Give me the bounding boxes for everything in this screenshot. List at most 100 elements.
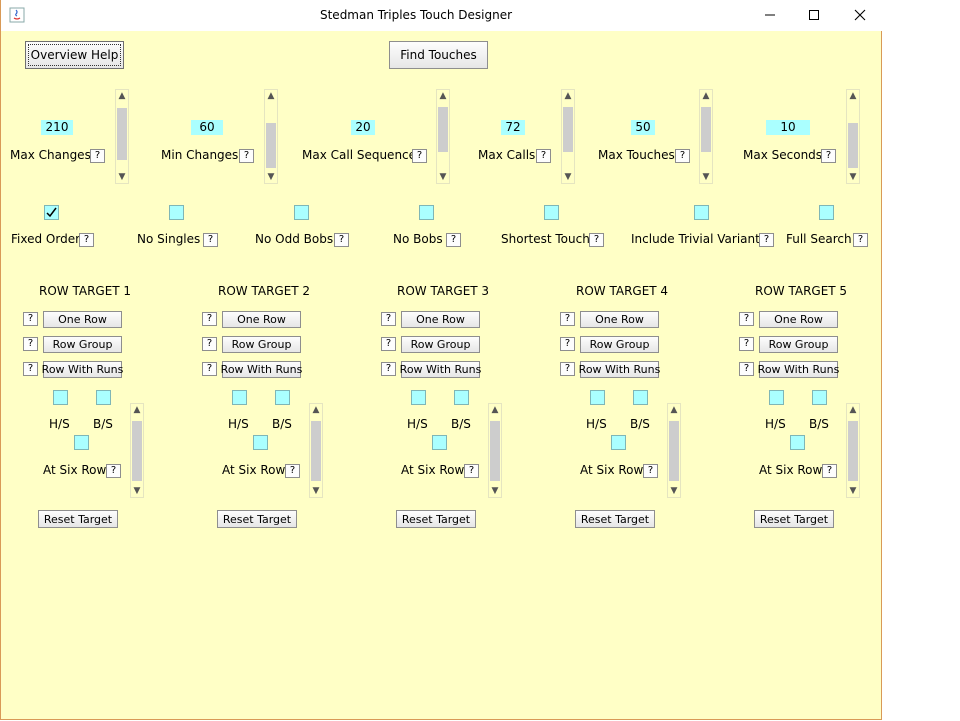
reset-target-button-3[interactable]: Reset Target <box>396 510 476 528</box>
hs-checkbox-4[interactable] <box>590 390 605 405</box>
one-row-help-2[interactable]: ? <box>202 312 217 326</box>
row-with-runs-help-5[interactable]: ? <box>739 362 754 376</box>
scroll-thumb[interactable] <box>563 107 573 152</box>
hs-checkbox-5[interactable] <box>769 390 784 405</box>
param-scrollbar-1[interactable]: ▲ ▼ <box>264 89 278 184</box>
one-row-help-3[interactable]: ? <box>381 312 396 326</box>
param-scrollbar-5[interactable]: ▲ ▼ <box>846 89 860 184</box>
row-target-scrollbar-2[interactable]: ▲ ▼ <box>309 403 323 498</box>
row-with-runs-button-4[interactable]: Row With Runs <box>578 361 661 378</box>
at-six-row-help-3[interactable]: ? <box>464 464 479 478</box>
bs-checkbox-3[interactable] <box>454 390 469 405</box>
param-scrollbar-0[interactable]: ▲ ▼ <box>115 89 129 184</box>
scroll-down-icon[interactable]: ▼ <box>564 172 572 182</box>
scroll-down-icon[interactable]: ▼ <box>702 172 710 182</box>
one-row-button-2[interactable]: One Row <box>222 311 301 328</box>
scroll-up-icon[interactable]: ▲ <box>118 91 126 101</box>
bs-checkbox-4[interactable] <box>633 390 648 405</box>
scroll-up-icon[interactable]: ▲ <box>133 405 141 415</box>
row-with-runs-button-2[interactable]: Row With Runs <box>220 361 303 378</box>
scroll-down-icon[interactable]: ▼ <box>267 172 275 182</box>
option-checkbox-5[interactable] <box>694 205 709 220</box>
scroll-thumb[interactable] <box>848 421 858 481</box>
row-group-help-4[interactable]: ? <box>560 337 575 351</box>
reset-target-button-4[interactable]: Reset Target <box>575 510 655 528</box>
option-checkbox-4[interactable] <box>544 205 559 220</box>
scroll-up-icon[interactable]: ▲ <box>670 405 678 415</box>
row-group-help-3[interactable]: ? <box>381 337 396 351</box>
close-button[interactable] <box>837 0 883 30</box>
at-six-row-help-2[interactable]: ? <box>285 464 300 478</box>
maximize-button[interactable] <box>791 0 837 30</box>
reset-target-button-5[interactable]: Reset Target <box>754 510 834 528</box>
scroll-up-icon[interactable]: ▲ <box>312 405 320 415</box>
bs-checkbox-1[interactable] <box>96 390 111 405</box>
option-checkbox-0[interactable] <box>44 205 59 220</box>
option-help-button-0[interactable]: ? <box>79 233 94 247</box>
scroll-up-icon[interactable]: ▲ <box>439 91 447 101</box>
scroll-thumb[interactable] <box>701 107 711 152</box>
row-target-scrollbar-1[interactable]: ▲ ▼ <box>130 403 144 498</box>
param-help-button-0[interactable]: ? <box>90 149 105 163</box>
one-row-button-1[interactable]: One Row <box>43 311 122 328</box>
minimize-button[interactable] <box>747 0 793 30</box>
row-group-help-2[interactable]: ? <box>202 337 217 351</box>
scroll-down-icon[interactable]: ▼ <box>670 486 678 496</box>
scroll-thumb[interactable] <box>490 421 500 481</box>
row-with-runs-button-3[interactable]: Row With Runs <box>399 361 482 378</box>
option-checkbox-1[interactable] <box>169 205 184 220</box>
one-row-help-5[interactable]: ? <box>739 312 754 326</box>
option-checkbox-3[interactable] <box>419 205 434 220</box>
row-with-runs-button-1[interactable]: Row With Runs <box>41 361 124 378</box>
param-scrollbar-3[interactable]: ▲ ▼ <box>561 89 575 184</box>
one-row-help-1[interactable]: ? <box>23 312 38 326</box>
row-with-runs-help-2[interactable]: ? <box>202 362 217 376</box>
find-touches-button[interactable]: Find Touches <box>389 41 488 69</box>
option-help-button-4[interactable]: ? <box>589 233 604 247</box>
scroll-thumb[interactable] <box>311 421 321 481</box>
bs-checkbox-2[interactable] <box>275 390 290 405</box>
row-group-help-5[interactable]: ? <box>739 337 754 351</box>
row-group-button-5[interactable]: Row Group <box>759 336 838 353</box>
overview-help-button[interactable]: Overview Help <box>25 41 124 69</box>
row-with-runs-help-4[interactable]: ? <box>560 362 575 376</box>
param-help-button-4[interactable]: ? <box>675 149 690 163</box>
scroll-down-icon[interactable]: ▼ <box>133 486 141 496</box>
at-six-row-help-4[interactable]: ? <box>643 464 658 478</box>
row-with-runs-help-3[interactable]: ? <box>381 362 396 376</box>
reset-target-button-2[interactable]: Reset Target <box>217 510 297 528</box>
param-field-0[interactable]: 210 <box>41 120 73 135</box>
bs-checkbox-5[interactable] <box>812 390 827 405</box>
scroll-down-icon[interactable]: ▼ <box>849 486 857 496</box>
row-group-button-2[interactable]: Row Group <box>222 336 301 353</box>
row-with-runs-button-5[interactable]: Row With Runs <box>757 361 840 378</box>
hs-checkbox-2[interactable] <box>232 390 247 405</box>
scroll-down-icon[interactable]: ▼ <box>849 172 857 182</box>
scroll-up-icon[interactable]: ▲ <box>267 91 275 101</box>
row-group-button-4[interactable]: Row Group <box>580 336 659 353</box>
row-group-button-3[interactable]: Row Group <box>401 336 480 353</box>
at-six-row-checkbox-4[interactable] <box>611 435 626 450</box>
option-checkbox-6[interactable] <box>819 205 834 220</box>
scroll-down-icon[interactable]: ▼ <box>312 486 320 496</box>
param-help-button-5[interactable]: ? <box>821 149 836 163</box>
at-six-row-checkbox-1[interactable] <box>74 435 89 450</box>
row-target-scrollbar-4[interactable]: ▲ ▼ <box>667 403 681 498</box>
param-field-1[interactable]: 60 <box>191 120 223 135</box>
hs-checkbox-3[interactable] <box>411 390 426 405</box>
param-field-4[interactable]: 50 <box>631 120 655 135</box>
one-row-button-5[interactable]: One Row <box>759 311 838 328</box>
option-help-button-5[interactable]: ? <box>759 233 774 247</box>
at-six-row-help-5[interactable]: ? <box>822 464 837 478</box>
scroll-down-icon[interactable]: ▼ <box>118 172 126 182</box>
scroll-thumb[interactable] <box>669 421 679 481</box>
row-target-scrollbar-3[interactable]: ▲ ▼ <box>488 403 502 498</box>
at-six-row-checkbox-5[interactable] <box>790 435 805 450</box>
param-field-2[interactable]: 20 <box>351 120 375 135</box>
param-help-button-3[interactable]: ? <box>536 149 551 163</box>
scroll-thumb[interactable] <box>117 108 127 160</box>
at-six-row-help-1[interactable]: ? <box>106 464 121 478</box>
scroll-thumb[interactable] <box>132 421 142 481</box>
scroll-up-icon[interactable]: ▲ <box>564 91 572 101</box>
scroll-up-icon[interactable]: ▲ <box>702 91 710 101</box>
